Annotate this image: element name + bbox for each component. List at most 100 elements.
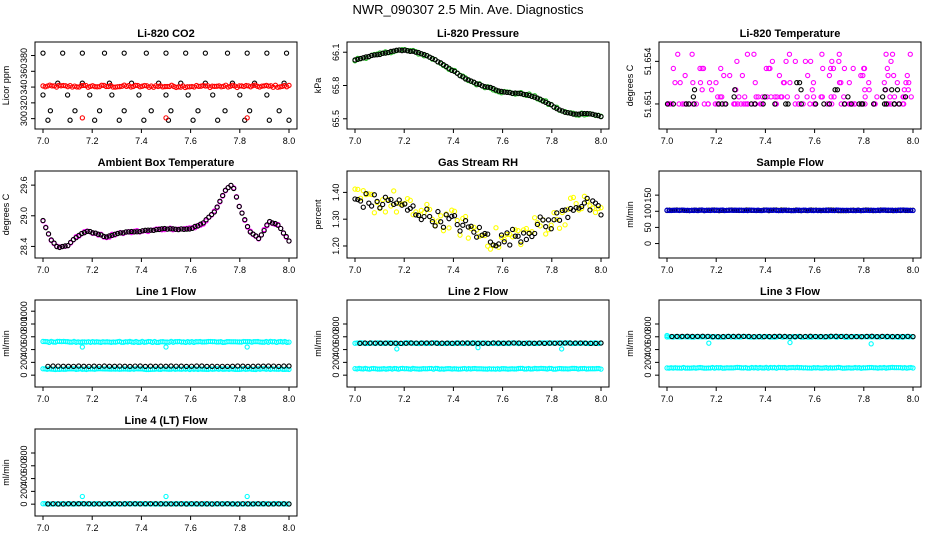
data-point <box>694 333 701 340</box>
data-point <box>451 213 458 219</box>
chart-title: Li-820 CO2 <box>137 28 194 40</box>
series-points <box>664 207 916 214</box>
data-point <box>168 363 174 369</box>
data-point <box>818 94 824 100</box>
data-point <box>523 91 530 98</box>
data-point <box>565 214 571 221</box>
data-point <box>391 188 397 194</box>
data-point <box>396 47 402 53</box>
data-point <box>209 363 215 369</box>
data-point <box>50 363 56 369</box>
data-point <box>487 84 494 91</box>
data-point <box>393 340 399 346</box>
data-point <box>382 209 389 215</box>
data-point <box>265 501 272 507</box>
data-point <box>377 205 383 211</box>
data-point <box>751 51 757 57</box>
data-point <box>362 340 368 346</box>
data-point <box>163 50 169 56</box>
data-point <box>95 231 101 237</box>
x-tick-label: 7.8 <box>858 265 871 275</box>
data-point <box>374 52 380 58</box>
data-point <box>60 50 66 56</box>
data-point <box>265 363 272 369</box>
data-point <box>581 110 588 117</box>
data-point <box>117 501 123 507</box>
y-tick-label: 200 <box>19 484 29 499</box>
data-point <box>473 234 480 240</box>
data-point <box>143 50 149 56</box>
data-point <box>520 230 527 236</box>
data-point <box>244 223 251 230</box>
data-point <box>721 72 727 79</box>
data-point <box>498 88 505 95</box>
data-point <box>367 340 373 346</box>
data-point <box>185 92 191 98</box>
data-point <box>879 94 886 100</box>
series-points <box>664 332 916 371</box>
chart-panel: Sample Flow ml/min 7.0 7.2 7.4 7.6 7.8 8.0 0 50 10… <box>625 157 922 275</box>
x-tick-label: 7.4 <box>759 265 772 275</box>
data-point <box>595 205 601 212</box>
plot-frame <box>346 299 610 388</box>
data-point <box>776 333 783 339</box>
y-tick-label: 29.6 <box>19 176 29 194</box>
data-point <box>101 363 107 369</box>
x-tick-label: 7.6 <box>496 394 509 404</box>
data-point <box>697 80 704 86</box>
data-point <box>250 363 256 369</box>
data-point <box>286 339 292 345</box>
data-point <box>175 226 182 233</box>
data-point <box>475 340 481 346</box>
data-point <box>559 108 565 114</box>
data-point <box>413 212 419 218</box>
data-point <box>81 501 87 507</box>
data-point <box>534 95 541 101</box>
data-point <box>264 50 270 56</box>
data-point <box>163 115 169 121</box>
y-tick-label: 600 <box>19 458 29 473</box>
data-point <box>910 207 916 214</box>
x-tick-label: 7.6 <box>496 265 509 275</box>
data-point <box>520 227 527 233</box>
x-tick-label: 7.6 <box>808 136 821 146</box>
plot-frame <box>34 170 298 259</box>
y-tick-label: 0 <box>643 373 653 378</box>
data-point <box>507 242 513 248</box>
data-point <box>396 197 402 203</box>
data-point <box>261 227 267 234</box>
data-point <box>184 226 190 232</box>
data-point <box>163 92 169 98</box>
data-point <box>222 108 228 114</box>
y-tick-label: 320 <box>19 95 29 110</box>
data-point <box>170 226 176 232</box>
data-point <box>501 89 507 95</box>
data-point <box>736 94 742 100</box>
data-point <box>127 363 133 370</box>
data-point <box>229 82 236 88</box>
x-tick-label: 7.4 <box>135 523 148 533</box>
data-point <box>410 203 416 209</box>
y-axis-label: ml/min <box>1 330 11 357</box>
data-point <box>224 50 231 56</box>
data-point <box>521 340 527 347</box>
data-point <box>443 212 449 218</box>
data-point <box>418 216 424 223</box>
data-point <box>79 115 86 121</box>
x-tick-label: 8.0 <box>283 394 296 404</box>
data-point <box>152 363 159 369</box>
data-point <box>260 363 267 369</box>
x-tick-label: 8.0 <box>595 265 608 275</box>
data-point <box>243 82 249 89</box>
data-point <box>734 58 740 65</box>
data-point <box>117 230 124 236</box>
data-point <box>515 228 521 234</box>
data-point <box>907 51 913 57</box>
data-point <box>906 80 912 86</box>
data-point <box>670 101 677 107</box>
data-point <box>715 94 721 100</box>
x-tick-label: 7.6 <box>808 394 821 404</box>
data-point <box>824 101 830 107</box>
data-point <box>402 201 408 207</box>
x-tick-label: 7.0 <box>661 136 674 146</box>
